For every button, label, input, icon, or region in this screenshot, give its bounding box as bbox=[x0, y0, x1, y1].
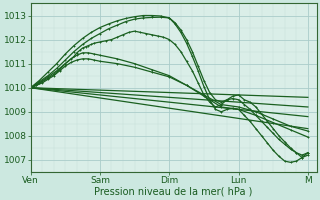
X-axis label: Pression niveau de la mer( hPa ): Pression niveau de la mer( hPa ) bbox=[94, 187, 253, 197]
